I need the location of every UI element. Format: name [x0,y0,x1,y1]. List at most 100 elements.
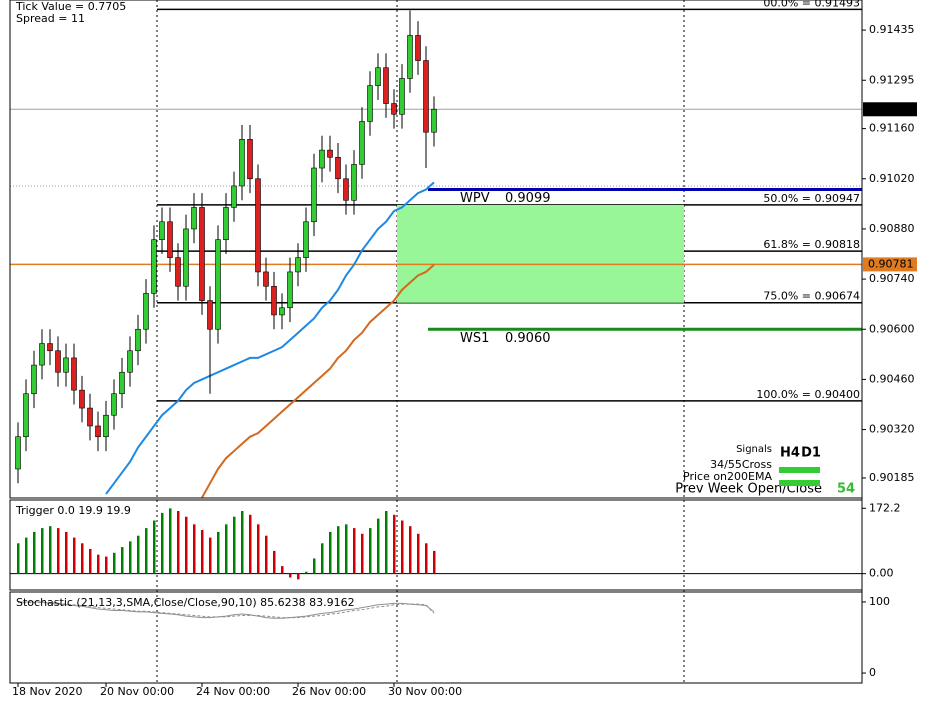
candle-body [47,343,53,352]
candle-body [183,228,189,287]
signal-indicator [779,467,820,473]
candle-body [223,207,229,240]
separators [156,0,685,683]
histogram-bar [345,524,348,574]
signals-column: D1 [801,446,821,461]
histogram-bar [297,573,300,580]
histogram-bar [385,511,388,574]
indicator-line [201,264,435,499]
candle-body [415,35,421,61]
x-tick-label: 18 Nov 2020 [12,685,82,698]
histogram-bar [241,511,244,574]
tick-value: Tick Value = 0.7705 [15,0,126,13]
y-tick-label: 0.91435 [869,23,915,36]
candle-body [407,35,413,79]
histogram-bar [113,552,116,574]
candle-body [119,371,125,395]
signals-row: Price on200EMA [683,470,772,483]
histogram-bar [97,554,100,574]
candle-body [159,221,165,240]
histogram-bar [305,571,308,574]
histogram-bar [161,512,164,574]
price-tag-label: 0.90781 [868,257,914,270]
candle-body [239,139,245,187]
histogram-bar [321,543,324,574]
candle-body [23,393,29,438]
histogram-bar [249,514,252,574]
y-tick-label: 0.91160 [869,122,915,135]
x-tick-label: 24 Nov 00:00 [196,685,270,698]
signals-panel: Signals H4 D1 34/55Cross Price on200EMA … [675,444,855,497]
histogram-bar [417,533,420,574]
indicator-title: Stochastic (21,13,3,SMA,Close/Close,90,1… [16,596,355,609]
histogram-bar [313,558,316,574]
histogram-bar [177,511,180,574]
histogram-bar [225,524,228,574]
candle-body [231,185,237,208]
indicator-line [105,181,435,495]
y-tick-label: 0.90740 [869,272,915,285]
y-tick-label: 0.91020 [869,172,915,185]
price-tag [863,102,917,117]
histogram-bar [273,550,276,574]
y-tick-label: 0.90320 [869,423,915,436]
candle-body [127,350,133,373]
candle-body [431,108,437,133]
candle-body [343,178,349,201]
y-tick-label: 172.2 [869,501,901,514]
y-tick-label: 0.90600 [869,322,915,335]
x-tick-label: 26 Nov 00:00 [292,685,366,698]
candle-body [199,207,205,301]
histogram-bar [337,526,340,574]
histogram-bar [169,508,172,574]
candle-body [103,414,109,438]
fibo-label: 00.0% = 0.91493 [763,0,860,9]
candle-body [15,436,21,470]
histogram-bar [153,520,156,574]
histogram-bar [25,537,28,574]
candle-body [79,389,85,409]
candle-body [327,149,333,158]
histogram-bar [217,531,220,574]
candle-body [55,350,61,373]
histogram-bar [193,524,196,574]
signals-column: H4 [780,446,800,461]
candle-body [263,271,269,287]
candle-body [175,257,181,287]
candle-body [287,271,293,309]
candle-body [215,239,221,330]
histogram-bar [425,543,428,574]
histogram-bar [257,524,260,574]
price-tag-label: 0.91214 [868,102,914,115]
signals-title: Signals [736,444,772,455]
spread: Spread = 11 [16,12,85,25]
candle-body [295,257,301,273]
candle-body [399,78,405,115]
signals-value: 54 [837,482,855,497]
candle-body [111,393,117,416]
candle-body [271,285,277,316]
histogram-bar [289,573,292,578]
indicator-title: Trigger 0.0 19.9 19.9 [15,504,131,517]
histogram-bar [265,535,268,574]
candle-body [423,60,429,133]
candle-body [95,425,101,438]
x-tick-label: 20 Nov 00:00 [100,685,174,698]
candle-body [207,300,213,330]
fibo-label: 50.0% = 0.90947 [763,192,860,205]
pivot-name: WS1 [460,331,489,346]
histogram-bar [41,528,44,574]
histogram-bar [401,520,404,574]
candle-body [351,164,357,201]
fibo-label: 100.0% = 0.90400 [756,388,860,401]
y-tick-label: 0.91295 [869,73,915,86]
y-tick-label: 0.00 [869,567,894,580]
histogram-bar [105,556,108,574]
histogram-bar [121,547,124,574]
candle-body [135,328,141,352]
histogram-bar [57,528,60,574]
pivot-value: 0.9060 [505,331,551,346]
y-tick-label: 0.90460 [869,372,915,385]
histogram-bar [49,526,52,574]
